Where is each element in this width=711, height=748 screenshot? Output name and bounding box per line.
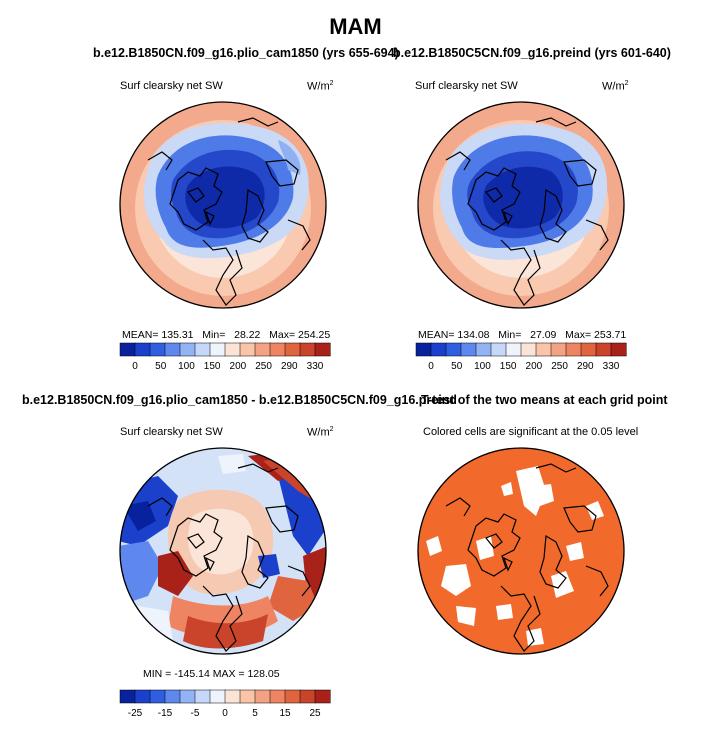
panel-2-variable-label: Surf clearsky net SW <box>415 80 518 92</box>
panel-1-variable-label: Surf clearsky net SW <box>120 80 223 92</box>
colorbar-swatch <box>445 342 462 357</box>
colorbar-tick-label: 330 <box>603 361 620 372</box>
colorbar-swatch <box>505 342 522 357</box>
colorbar-swatch <box>149 342 166 357</box>
panel-3-coastlines <box>147 463 311 652</box>
colorbar-swatch <box>565 342 582 357</box>
colorbar-tick-label: 15 <box>279 708 291 719</box>
colorbar-tick-label: 150 <box>500 361 517 372</box>
colorbar-swatch <box>269 689 286 704</box>
panel-4-subtitle: Colored cells are significant at the 0.0… <box>423 426 639 438</box>
colorbar-tick-label: -15 <box>158 708 173 719</box>
colorbar-swatch <box>224 689 241 704</box>
colorbar-swatch <box>430 342 447 357</box>
colorbar-swatch <box>134 342 151 357</box>
colorbar-swatch <box>254 342 271 357</box>
panel-2-polar-map <box>417 101 625 309</box>
colorbar-swatch <box>194 342 211 357</box>
colorbar-tick-label: 50 <box>155 361 167 372</box>
colorbar-tick-label: 0 <box>132 361 138 372</box>
colorbar-swatch <box>595 342 612 357</box>
panel-3-title: b.e12.B1850CN.f09_g16.plio_cam1850 - b.e… <box>22 393 457 407</box>
panel-3-variable-label: Surf clearsky net SW <box>120 426 223 438</box>
colorbar-swatch <box>194 689 211 704</box>
colorbar-swatch <box>580 342 597 357</box>
colorbar-swatch <box>179 342 196 357</box>
colorbar-swatch <box>610 342 627 357</box>
colorbar-swatch <box>164 342 181 357</box>
panel-1-units: W/m2 <box>307 80 334 93</box>
panel-3-polar-map <box>119 447 327 655</box>
colorbar-swatch <box>134 689 151 704</box>
colorbar-tick-label: 250 <box>551 361 568 372</box>
colorbar-tick-label: 50 <box>451 361 463 372</box>
colorbar-swatch <box>284 342 301 357</box>
colorbar-swatch <box>490 342 507 357</box>
colorbar-tick-label: 150 <box>204 361 221 372</box>
colorbar-swatch <box>239 342 256 357</box>
colorbar-tick-label: 200 <box>230 361 247 372</box>
panel-1-coastlines <box>147 117 311 306</box>
colorbar-tick-label: 330 <box>307 361 324 372</box>
colorbar-swatch <box>149 689 166 704</box>
colorbar-tick-label: 290 <box>281 361 298 372</box>
panel-3-stats: MIN = -145.14 MAX = 128.05 <box>143 668 280 680</box>
colorbar-swatch <box>314 689 331 704</box>
colorbar-swatch <box>179 689 196 704</box>
colorbar-swatch <box>119 342 136 357</box>
colorbar-swatch <box>119 689 136 704</box>
colorbar-tick-label: 0 <box>222 708 228 719</box>
colorbar-swatch <box>475 342 492 357</box>
panel-4-coastlines <box>445 463 609 652</box>
colorbar-swatch <box>299 689 316 704</box>
panel-1-colorbar: 0 50 100 150 200 250 290 330 <box>119 342 331 372</box>
colorbar-tick-label: 0 <box>428 361 434 372</box>
figure-title: MAM <box>329 14 382 39</box>
colorbar-swatch <box>520 342 537 357</box>
panel-4-title: T-test of the two means at each grid poi… <box>421 393 668 407</box>
panel-1-stats: MEAN= 135.31 Min= 28.22 Max= 254.25 <box>122 329 331 341</box>
panel-2-units: W/m2 <box>602 80 629 93</box>
colorbar-tick-label: 290 <box>577 361 594 372</box>
colorbar-tick-label: -5 <box>191 708 200 719</box>
panel-2-colorbar: 0 50 100 150 200 250 290 330 <box>415 342 627 372</box>
colorbar-tick-label: -25 <box>128 708 143 719</box>
panel-1-title: b.e12.B1850CN.f09_g16.plio_cam1850 (yrs … <box>93 46 399 60</box>
colorbar-tick-label: 5 <box>252 708 258 719</box>
panel-4-polar-map <box>417 447 625 655</box>
colorbar-swatch <box>209 689 226 704</box>
panel-2-stats: MEAN= 134.08 Min= 27.09 Max= 253.71 <box>418 329 627 341</box>
colorbar-swatch <box>254 689 271 704</box>
colorbar-swatch <box>535 342 552 357</box>
colorbar-swatch <box>224 342 241 357</box>
colorbar-tick-label: 200 <box>526 361 543 372</box>
colorbar-swatch <box>209 342 226 357</box>
colorbar-swatch <box>239 689 256 704</box>
panel-3-units: W/m2 <box>307 426 334 439</box>
colorbar-swatch <box>284 689 301 704</box>
colorbar-tick-label: 250 <box>255 361 272 372</box>
colorbar-swatch <box>415 342 432 357</box>
colorbar-swatch <box>550 342 567 357</box>
colorbar-swatch <box>460 342 477 357</box>
colorbar-tick-label: 100 <box>474 361 491 372</box>
colorbar-swatch <box>299 342 316 357</box>
colorbar-swatch <box>164 689 181 704</box>
panel-2-title: b.e12.B1850C5CN.f09_g16.preind (yrs 601-… <box>393 46 671 60</box>
colorbar-tick-label: 100 <box>178 361 195 372</box>
colorbar-swatch <box>269 342 286 357</box>
panel-3-colorbar: -25 -15 -5 0 5 15 25 <box>119 689 331 719</box>
colorbar-tick-label: 25 <box>309 708 321 719</box>
panel-1-polar-map <box>119 101 327 309</box>
colorbar-swatch <box>314 342 331 357</box>
panel-2-coastlines <box>445 117 609 306</box>
